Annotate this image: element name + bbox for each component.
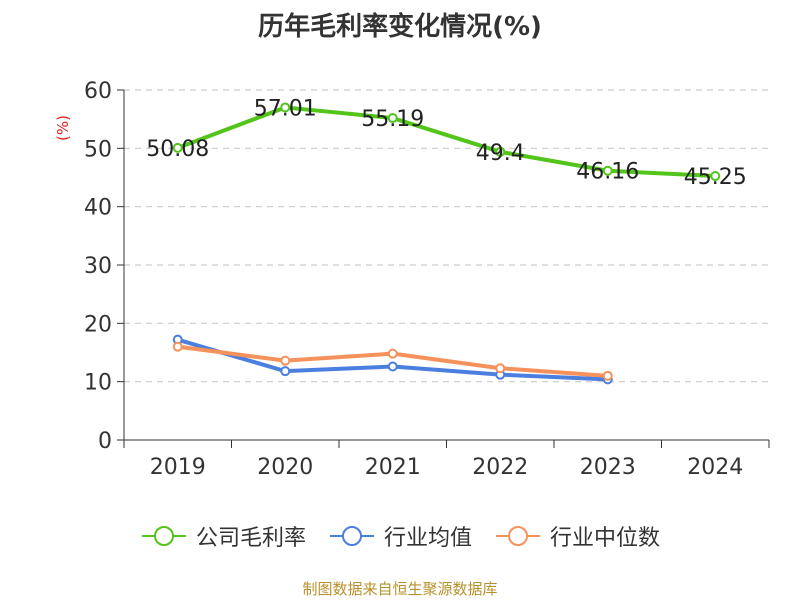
legend-circle (508, 526, 528, 546)
legend-item: 公司毛利率 (140, 520, 306, 552)
legend-line-circle-icon (496, 526, 540, 546)
x-tick-label: 2019 (150, 455, 206, 480)
axes: 0 10 20 30 40 50 60 2019 2020 2021 2022 2023 2024 (%) (54, 79, 770, 480)
legend-circle (341, 526, 362, 546)
x-tick-label: 2022 (472, 455, 528, 480)
legend: 公司毛利率 行业均值 行业中位数 (0, 520, 800, 552)
data-point (280, 102, 291, 113)
y-tick-label: 30 (84, 254, 112, 279)
grid-lines (124, 89, 769, 383)
data-point (280, 355, 291, 366)
x-tick-label: 2020 (257, 455, 313, 480)
y-tick-label: 40 (84, 196, 112, 221)
data-point (387, 361, 398, 372)
data-label: 49.4 (476, 141, 525, 166)
data-label: 55.19 (361, 107, 424, 132)
data-point (495, 363, 506, 374)
series (172, 102, 721, 385)
legend-label: 行业均值 (383, 526, 472, 551)
series-line-1 (175, 337, 610, 382)
data-label: 57.01 (254, 96, 317, 121)
data-label: 50.08 (146, 137, 209, 162)
legend-label: 行业中位数 (550, 526, 661, 551)
legend-circle (153, 526, 174, 546)
y-tick-label: 20 (84, 312, 112, 337)
data-point (710, 171, 721, 182)
data-point (602, 165, 613, 176)
data-labels: 50.08 57.01 55.19 49.4 46.16 45.25 (146, 96, 746, 190)
legend-line-circle-icon (141, 526, 186, 546)
y-tick-label: 50 (84, 137, 112, 162)
x-tick-label: 2023 (580, 455, 636, 480)
series-line-0 (175, 105, 718, 179)
data-point (172, 142, 183, 153)
legend-line-circle-icon (329, 526, 374, 546)
legend-item: 行业均值 (328, 520, 472, 552)
y-tick-label: 10 (84, 371, 112, 396)
legend-item: 行业中位数 (494, 520, 660, 552)
x-tick-label: 2024 (687, 455, 743, 480)
data-point (280, 366, 291, 377)
chart-title: 历年毛利率变化情况(%) (258, 12, 542, 42)
data-point (387, 348, 398, 359)
data-point (387, 113, 398, 124)
data-label: 46.16 (576, 160, 639, 185)
data-label: 45.25 (684, 165, 747, 190)
y-tick-label: 60 (84, 79, 112, 104)
y-axis-label: (%) (54, 115, 72, 141)
y-tick-label: 0 (98, 429, 112, 454)
data-point (602, 370, 613, 381)
data-point (172, 341, 183, 352)
legend-label: 公司毛利率 (195, 526, 306, 551)
x-tick-label: 2021 (365, 455, 421, 480)
data-point (495, 146, 506, 157)
source-note: 制图数据来自恒生聚源数据库 (302, 580, 498, 598)
